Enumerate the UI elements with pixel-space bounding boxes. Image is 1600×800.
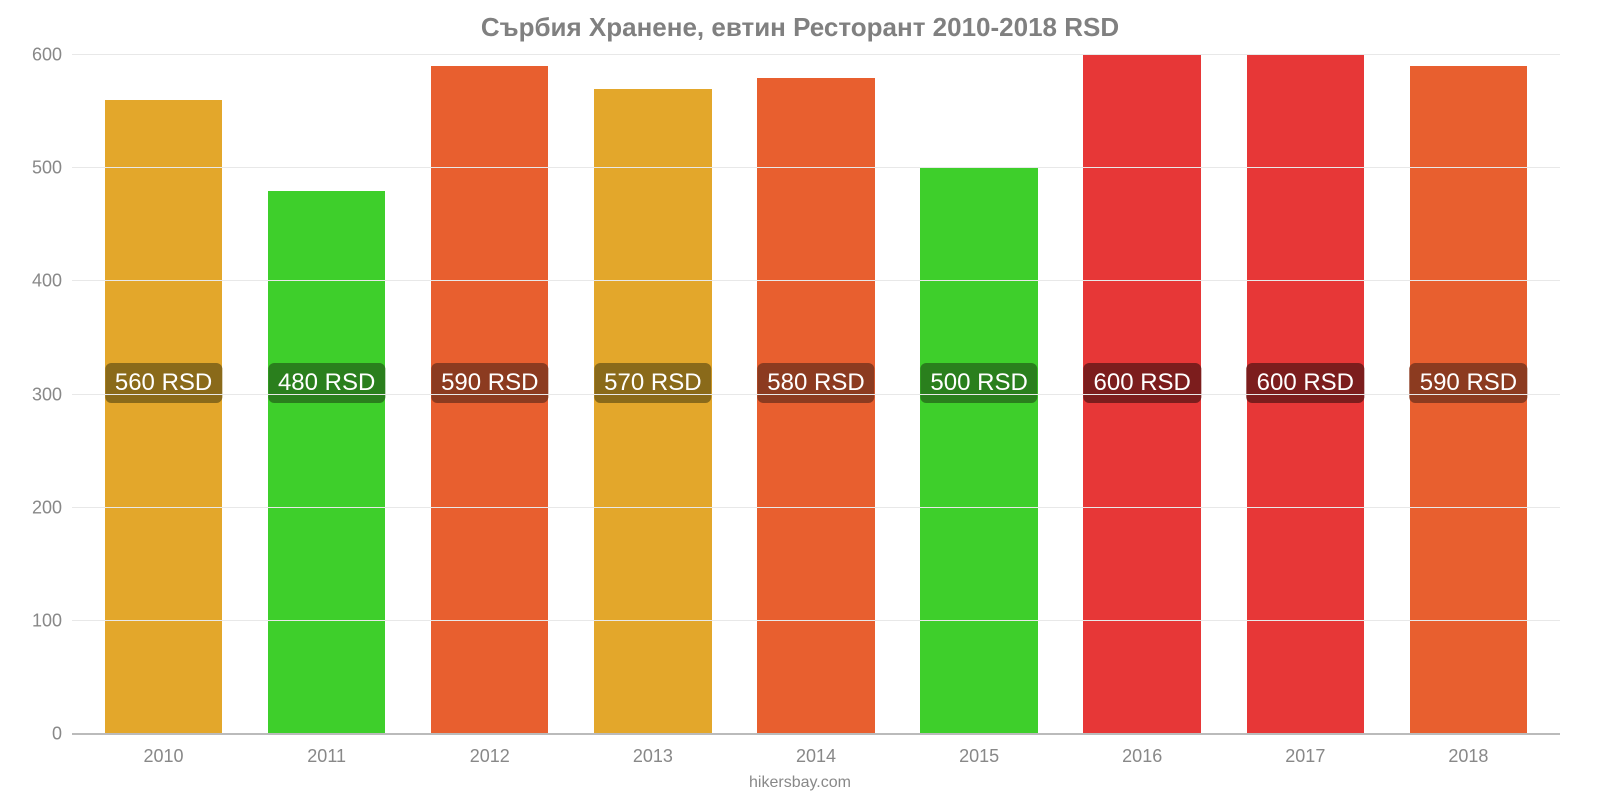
bar	[757, 78, 874, 734]
x-tick-label: 2014	[796, 746, 836, 767]
x-tick-label: 2018	[1448, 746, 1488, 767]
bar-slot: 590 RSD2018	[1387, 55, 1550, 734]
x-tick-label: 2017	[1285, 746, 1325, 767]
gridline	[72, 507, 1560, 508]
bar-slot: 500 RSD2015	[898, 55, 1061, 734]
bar-slot: 570 RSD2013	[571, 55, 734, 734]
bar-slot: 590 RSD2012	[408, 55, 571, 734]
x-tick-label: 2010	[144, 746, 184, 767]
value-label: 600 RSD	[1247, 363, 1364, 403]
bar	[105, 100, 222, 734]
gridline	[72, 280, 1560, 281]
bar	[920, 168, 1037, 734]
value-label: 590 RSD	[1410, 363, 1527, 403]
y-tick-label: 600	[32, 45, 62, 66]
value-label: 500 RSD	[920, 363, 1037, 403]
gridline	[72, 620, 1560, 621]
bar-slot: 580 RSD2014	[734, 55, 897, 734]
x-tick-label: 2012	[470, 746, 510, 767]
plot: 560 RSD2010480 RSD2011590 RSD2012570 RSD…	[72, 55, 1560, 735]
y-tick-label: 100	[32, 610, 62, 631]
bar-slot: 600 RSD2016	[1061, 55, 1224, 734]
y-tick-label: 200	[32, 497, 62, 518]
x-tick-label: 2016	[1122, 746, 1162, 767]
value-label: 590 RSD	[431, 363, 548, 403]
y-tick-label: 500	[32, 158, 62, 179]
value-label: 580 RSD	[757, 363, 874, 403]
value-label: 480 RSD	[268, 363, 385, 403]
y-tick-label: 300	[32, 384, 62, 405]
bars-group: 560 RSD2010480 RSD2011590 RSD2012570 RSD…	[72, 55, 1560, 734]
value-label: 560 RSD	[105, 363, 222, 403]
plot-area: 560 RSD2010480 RSD2011590 RSD2012570 RSD…	[72, 55, 1560, 735]
bar-slot: 560 RSD2010	[82, 55, 245, 734]
chart-title: Сърбия Хранене, евтин Ресторант 2010-201…	[0, 12, 1600, 43]
bar-slot: 480 RSD2011	[245, 55, 408, 734]
gridline	[72, 394, 1560, 395]
gridline	[72, 54, 1560, 55]
y-tick-label: 0	[52, 724, 62, 745]
y-tick-label: 400	[32, 271, 62, 292]
x-tick-label: 2013	[633, 746, 673, 767]
bar	[594, 89, 711, 734]
value-label: 570 RSD	[594, 363, 711, 403]
bar-slot: 600 RSD2017	[1224, 55, 1387, 734]
chart-container: Сърбия Хранене, евтин Ресторант 2010-201…	[0, 0, 1600, 800]
value-label: 600 RSD	[1084, 363, 1201, 403]
bar	[268, 191, 385, 734]
attribution-text: hikersbay.com	[749, 774, 851, 792]
gridline	[72, 167, 1560, 168]
x-tick-label: 2011	[307, 746, 346, 767]
x-tick-label: 2015	[959, 746, 999, 767]
gridline	[72, 733, 1560, 734]
